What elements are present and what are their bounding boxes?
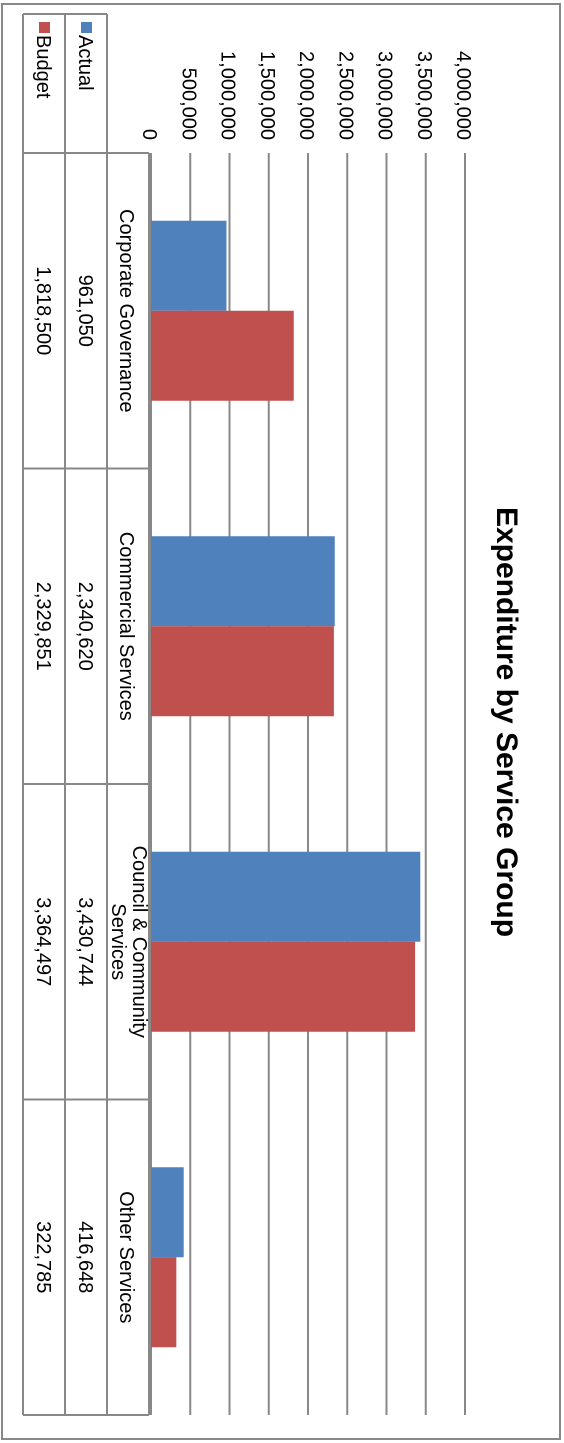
category-label: Corporate Governance bbox=[115, 209, 137, 412]
bar-actual bbox=[150, 220, 227, 311]
y-tick-label: 0 bbox=[138, 129, 160, 140]
data-table: Corporate Governance Commercial Services C… bbox=[22, 13, 150, 1416]
y-tick-label: 3,000,000 bbox=[374, 51, 396, 140]
bar-budget bbox=[151, 941, 416, 1032]
bar-budget bbox=[151, 626, 334, 717]
category-label: Services bbox=[107, 903, 129, 980]
legend-swatch-actual bbox=[81, 22, 92, 33]
chart-border bbox=[1, 3, 561, 1440]
bars bbox=[150, 220, 421, 1348]
bar-budget bbox=[151, 310, 294, 401]
y-tick-label: 3,500,000 bbox=[413, 51, 435, 140]
y-tick-label: 500,000 bbox=[177, 68, 199, 140]
y-tick-label: 2,500,000 bbox=[334, 51, 356, 140]
y-tick-label: 2,000,000 bbox=[295, 51, 317, 140]
y-tick-label: 4,000,000 bbox=[452, 51, 474, 140]
y-tick-label: 1,500,000 bbox=[256, 51, 278, 140]
bar-actual bbox=[150, 851, 421, 942]
category-label: Commercial Services bbox=[115, 532, 137, 721]
bar-budget bbox=[151, 1257, 177, 1348]
chart-title: Expenditure by Service Group bbox=[490, 507, 523, 937]
legend-label-budget: Budget bbox=[32, 35, 54, 99]
data-label: 1,818,500 bbox=[32, 266, 54, 355]
data-label: 2,340,620 bbox=[74, 582, 96, 671]
category-label: Council & Community bbox=[128, 846, 150, 1038]
data-label: 322,785 bbox=[32, 1221, 54, 1293]
data-label: 961,050 bbox=[74, 275, 96, 347]
bar-actual bbox=[151, 1167, 184, 1258]
y-axis: 0 500,000 1,000,000 1,500,000 2,000,000 2,500… bbox=[138, 51, 474, 140]
legend-label-actual: Actual bbox=[74, 35, 96, 91]
y-tick-label: 1,000,000 bbox=[217, 51, 239, 140]
data-label: 3,364,497 bbox=[32, 897, 54, 986]
bar-actual bbox=[151, 536, 335, 627]
data-label: 2,329,851 bbox=[32, 582, 54, 671]
data-label: 3,430,744 bbox=[74, 897, 96, 986]
legend-swatch-budget bbox=[39, 22, 50, 33]
category-label: Other Services bbox=[115, 1191, 137, 1323]
data-label: 416,648 bbox=[74, 1221, 96, 1293]
